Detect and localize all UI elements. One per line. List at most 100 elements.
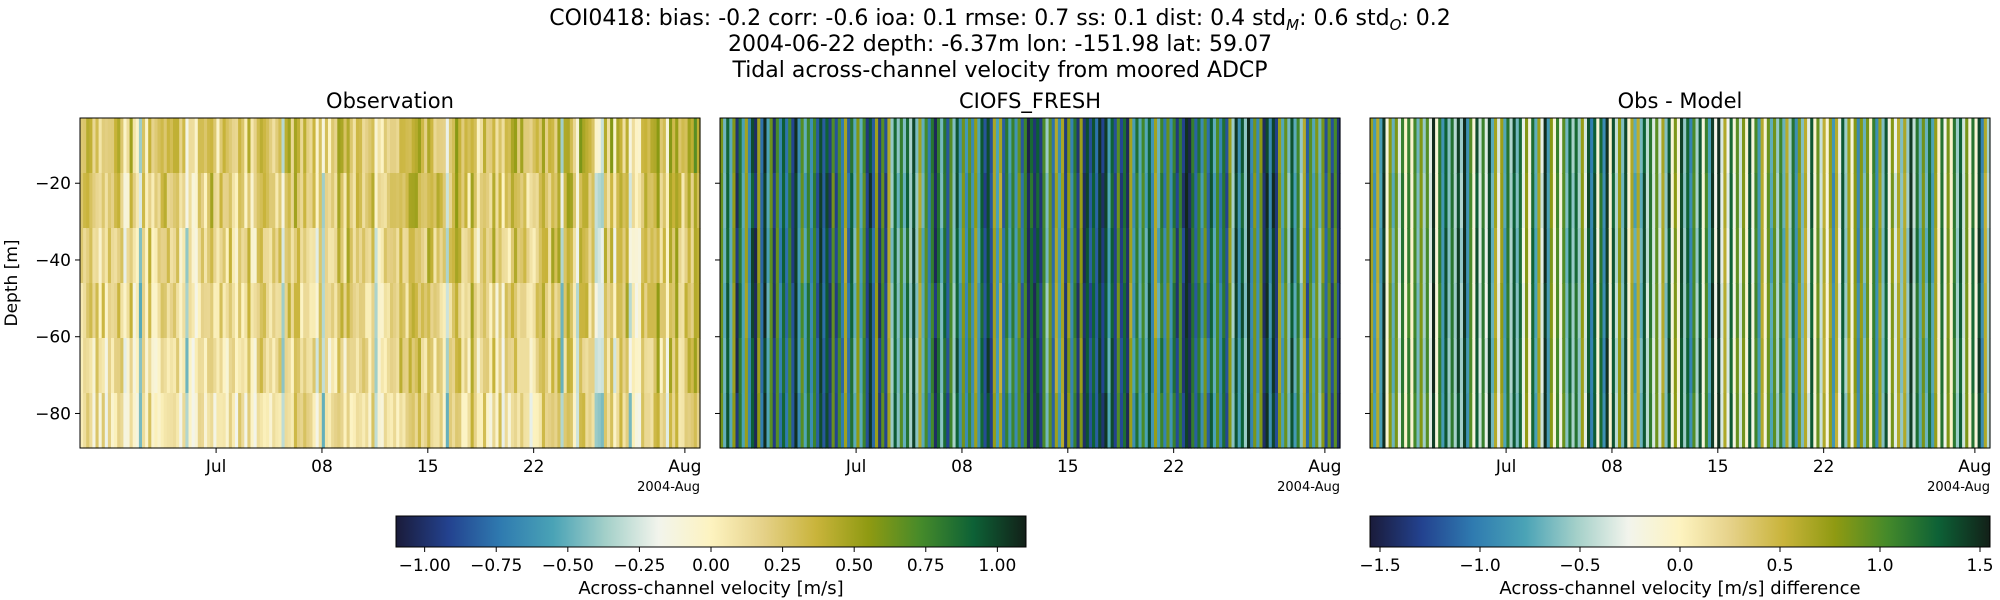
heatmap-cell xyxy=(1394,228,1399,284)
heatmap-cell xyxy=(955,338,960,394)
x-tick-label: 22 xyxy=(523,457,545,477)
heatmap-cell xyxy=(1841,173,1845,229)
heatmap-cell xyxy=(949,338,954,394)
heatmap-cell xyxy=(1735,118,1740,174)
heatmap-cell xyxy=(83,118,87,174)
heatmap-cell xyxy=(380,283,385,339)
heatmap-cell xyxy=(1608,283,1613,339)
heatmap-cell xyxy=(638,393,642,449)
heatmap-cell xyxy=(1104,173,1109,229)
heatmap-cell xyxy=(772,338,777,394)
heatmap-cell xyxy=(396,283,400,339)
heatmap-cell xyxy=(1425,173,1430,229)
heatmap-cell xyxy=(120,173,124,229)
heatmap-cell xyxy=(1565,228,1569,284)
heatmap-cell xyxy=(921,283,926,339)
heatmap-cell xyxy=(569,283,574,339)
heatmap-cell xyxy=(1856,173,1861,229)
heatmap-cell xyxy=(1974,283,1979,339)
heatmap-cell xyxy=(1503,283,1507,339)
heatmap-cell xyxy=(943,283,947,339)
heatmap-cell xyxy=(569,338,574,394)
heatmap-cell xyxy=(151,228,155,284)
heatmap-cell xyxy=(896,393,901,449)
heatmap-cell xyxy=(1388,283,1393,339)
heatmap-cell xyxy=(210,173,214,229)
heatmap-cell xyxy=(1903,118,1907,174)
heatmap-cell xyxy=(207,283,211,339)
heatmap-cell xyxy=(1683,173,1687,229)
heatmap-cell xyxy=(123,338,128,394)
heatmap-cell xyxy=(616,338,620,394)
heatmap-cell xyxy=(287,173,292,229)
heatmap-cell xyxy=(563,118,568,174)
heatmap-cell xyxy=(1401,173,1405,229)
heatmap-cell xyxy=(1611,338,1616,394)
heatmap-cell xyxy=(566,173,571,229)
heatmap-cell xyxy=(1073,228,1078,284)
heatmap-cell xyxy=(1816,393,1821,449)
heatmap-cell xyxy=(856,283,861,339)
heatmap-cell xyxy=(850,283,854,339)
heatmap-cell xyxy=(1689,118,1693,174)
heatmap-cell xyxy=(272,283,276,339)
heatmap-cell xyxy=(1937,283,1941,339)
heatmap-cell xyxy=(107,393,112,449)
heatmap-cell xyxy=(1800,338,1805,394)
heatmap-cell xyxy=(1407,393,1411,449)
heatmap-cell xyxy=(775,228,780,284)
heatmap-cell xyxy=(738,228,743,284)
heatmap-cell xyxy=(1866,283,1870,339)
heatmap-cell xyxy=(856,338,861,394)
heatmap-cell xyxy=(501,283,506,339)
heatmap-cell xyxy=(1593,283,1597,339)
heatmap-cell xyxy=(204,338,208,394)
heatmap-cell xyxy=(300,283,304,339)
heatmap-cell xyxy=(321,118,326,174)
heatmap-cell xyxy=(1673,173,1678,229)
heatmap-cell xyxy=(1484,283,1489,339)
heatmap-cell xyxy=(129,393,134,449)
heatmap-cell xyxy=(1064,173,1068,229)
heatmap-cell xyxy=(222,338,227,394)
heatmap-cell xyxy=(865,173,870,229)
heatmap-cell xyxy=(1284,228,1288,284)
heatmap-cell xyxy=(631,338,636,394)
heatmap-cell xyxy=(1583,228,1588,284)
heatmap-cell xyxy=(631,173,636,229)
heatmap-cell xyxy=(1593,338,1597,394)
heatmap-cell xyxy=(1188,338,1192,394)
heatmap-cell xyxy=(1683,283,1687,339)
heatmap-cell xyxy=(1206,118,1211,174)
heatmap-cell xyxy=(989,228,994,284)
heatmap-cell xyxy=(1602,283,1607,339)
heatmap-cell xyxy=(281,173,286,229)
heatmap-cell xyxy=(1515,338,1520,394)
heatmap-cell xyxy=(427,118,431,174)
heatmap-cell xyxy=(1459,283,1464,339)
heatmap-cell xyxy=(1500,228,1504,284)
heatmap-cell xyxy=(231,228,236,284)
heatmap-cell xyxy=(256,283,261,339)
heatmap-cell xyxy=(591,118,596,174)
heatmap-cell xyxy=(1977,173,1982,229)
heatmap-cell xyxy=(1181,228,1186,284)
heatmap-cell xyxy=(1745,283,1749,339)
heatmap-cell xyxy=(631,118,636,174)
heatmap-cell xyxy=(1835,228,1839,284)
heatmap-cell xyxy=(452,118,456,174)
heatmap-cell xyxy=(834,338,839,394)
heatmap-cell xyxy=(551,118,555,174)
heatmap-cell xyxy=(194,393,199,449)
heatmap-cell xyxy=(1959,228,1963,284)
heatmap-cell xyxy=(844,118,848,174)
heatmap-cell xyxy=(656,173,661,229)
heatmap-cell xyxy=(1154,338,1158,394)
heatmap-cell xyxy=(1475,173,1480,229)
heatmap-cell xyxy=(1181,283,1186,339)
heatmap-cell xyxy=(1033,283,1037,339)
colorbar-tick-label: 0.75 xyxy=(907,556,945,576)
heatmap-cell xyxy=(486,283,490,339)
heatmap-cell xyxy=(467,393,472,449)
heatmap-cell xyxy=(1897,228,1901,284)
